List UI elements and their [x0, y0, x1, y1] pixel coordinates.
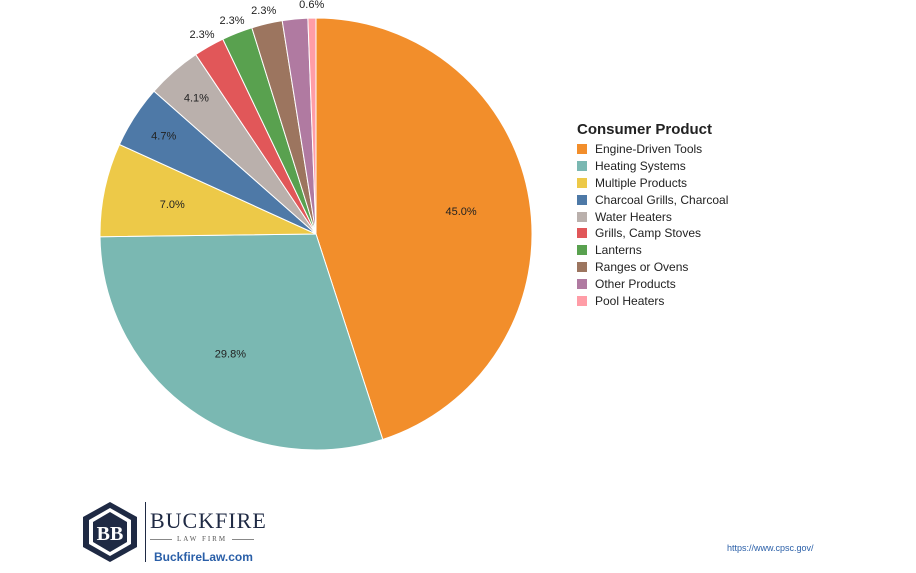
legend-swatch	[577, 144, 587, 155]
legend-item: Other Products	[577, 275, 728, 292]
pie-slice	[315, 17, 533, 441]
legend-label: Multiple Products	[595, 175, 688, 190]
legend-item: Charcoal Grills, Charcoal	[577, 191, 728, 208]
legend-item: Pool Heaters	[577, 292, 728, 309]
legend-item: Engine-Driven Tools	[577, 141, 728, 158]
slice-label: 4.7%	[151, 130, 176, 142]
legend-swatch	[577, 245, 587, 256]
brand-name: BUCKFIRE	[150, 508, 267, 533]
legend-swatch	[577, 177, 587, 188]
svg-text:BB: BB	[97, 523, 124, 545]
slice-label: 29.8%	[215, 348, 246, 360]
slice-label: 2.3%	[189, 29, 214, 41]
legend-title: Consumer Product	[577, 121, 713, 138]
legend-label: Lanterns	[595, 243, 642, 258]
legend-label: Engine-Driven Tools	[595, 142, 703, 157]
legend-label: Other Products	[595, 276, 676, 291]
slice-label: 45.0%	[445, 206, 476, 218]
legend-swatch	[577, 261, 587, 272]
legend-swatch	[577, 211, 587, 222]
pie-slice-labels: 45.0% 29.8% 7.0% 4.7% 4.1% 2.3% 2.3% 2.3% 0.6%	[151, 0, 477, 360]
legend-label: Grills, Camp Stoves	[595, 226, 702, 241]
legend-item: Heating Systems	[577, 158, 728, 175]
legend: Consumer Product Engine-Driven Tools Heat…	[577, 121, 728, 309]
pie-slice	[307, 17, 317, 235]
legend-item: Multiple Products	[577, 175, 728, 192]
brand-website-link[interactable]: BuckfireLaw.com	[154, 550, 253, 564]
pie-slice	[99, 233, 384, 451]
legend-item: Grills, Camp Stoves	[577, 225, 728, 242]
legend-item: Water Heaters	[577, 208, 728, 225]
legend-swatch	[577, 295, 587, 306]
slice-label: 0.6%	[299, 0, 324, 11]
legend-label: Charcoal Grills, Charcoal	[595, 192, 729, 207]
pie-slices	[99, 17, 533, 451]
legend-item: Ranges or Ovens	[577, 259, 728, 276]
source-link[interactable]: https://www.cpsc.gov/	[727, 543, 814, 553]
legend-item: Lanterns	[577, 242, 728, 259]
legend-swatch	[577, 194, 587, 205]
legend-label: Heating Systems	[595, 159, 686, 174]
slice-label: 7.0%	[160, 199, 185, 211]
legend-label: Pool Heaters	[595, 293, 665, 308]
slice-label: 2.3%	[219, 15, 244, 27]
slice-label: 4.1%	[184, 93, 209, 105]
legend-swatch	[577, 228, 587, 239]
legend-swatch	[577, 278, 587, 289]
buckfire-logo-icon: BB	[83, 502, 137, 562]
legend-label: Water Heaters	[595, 209, 672, 224]
logo-divider	[145, 502, 146, 562]
slice-label: 2.3%	[251, 5, 276, 17]
brand-tagline: LAW FIRM	[150, 535, 254, 543]
legend-swatch	[577, 161, 587, 172]
legend-label: Ranges or Ovens	[595, 259, 689, 274]
legend-items: Engine-Driven Tools Heating Systems Multip…	[577, 141, 728, 309]
